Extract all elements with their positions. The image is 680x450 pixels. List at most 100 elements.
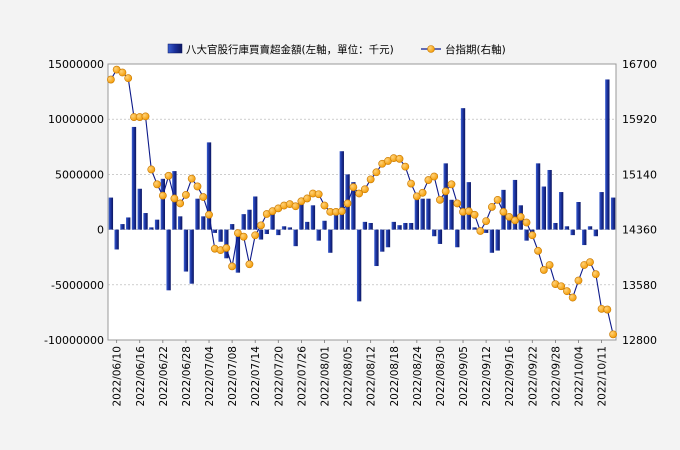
line-point [557,282,566,291]
line-point [222,244,231,252]
left-tick-label: -10000000 [44,334,104,347]
line-point [511,216,519,225]
bar [472,227,477,230]
bar [466,182,471,230]
bar [455,229,460,248]
bar [126,217,131,230]
bar [507,214,512,230]
bar [391,221,396,230]
line-point [199,193,208,201]
line-point [187,174,196,183]
x-tick-label: 2022/08/12 [366,346,378,407]
bar [287,227,293,230]
line-point [314,190,323,199]
bar [426,198,431,230]
bar [166,229,171,291]
line-point [407,179,415,188]
bar [483,229,489,233]
bar [114,229,119,250]
line-point [603,305,612,314]
line-point [343,199,352,208]
line-point [436,195,444,204]
x-tick-label: 2022/09/16 [504,346,516,407]
line-point [476,227,485,235]
bar [183,229,189,272]
line-point [303,194,312,203]
bar [414,195,420,230]
x-tick-label: 2022/08/30 [435,346,447,407]
line-point [193,182,202,191]
bar [316,229,321,241]
line-point [591,270,600,279]
x-tick-label: 2022/09/12 [481,346,493,407]
line-point [245,260,254,269]
bar [299,203,304,230]
line-point [233,229,242,238]
bar [368,222,373,230]
bar [281,226,287,230]
x-tick-label: 2022/06/10 [112,346,124,407]
x-tick-label: 2022/09/22 [527,346,539,407]
legend-bar-label: 八大官股行庫買賣超金額(左軸，單位：千元) [186,43,394,56]
x-tick-label: 2022/09/05 [458,346,470,407]
bar [131,126,137,230]
bar [189,229,194,284]
bar [293,229,298,247]
bar-series [108,79,616,302]
bar [339,151,344,230]
x-tick-label: 2022/08/01 [319,346,331,407]
right-tick-label: 15920 [622,113,657,126]
line-point [493,195,502,204]
bar [397,225,402,230]
x-tick-label: 2022/06/28 [181,346,193,407]
bar [212,229,217,233]
x-tick-label: 2022/08/24 [412,346,424,407]
x-tick-label: 2022/10/11 [597,346,609,407]
line-point [257,221,265,230]
left-tick-label: 0 [97,224,104,237]
bar [322,220,327,230]
x-tick-label: 2022/06/22 [158,346,170,407]
bar [224,229,229,259]
line-point [106,75,115,84]
line-point [141,112,150,121]
line-point [360,185,369,194]
line-point [534,246,542,255]
line-point [430,172,439,181]
bar [420,198,425,230]
x-tick-label: 2022/08/05 [343,346,355,407]
line-point [118,68,127,77]
bar [512,179,518,230]
line-point [124,74,133,83]
bar [374,229,379,267]
line-point [453,199,462,208]
bar [553,222,558,230]
bar [304,221,310,230]
bar [160,178,166,230]
bar [328,229,333,253]
bar [380,229,385,252]
bar [362,221,368,230]
bar [276,229,281,236]
bar [149,227,154,230]
line-point [470,210,479,219]
line-point [464,207,473,216]
right-tick-label: 13580 [622,279,657,292]
line-point [586,258,594,267]
bar [605,79,610,230]
line-point [372,168,381,177]
x-tick-label: 2022/10/04 [573,346,585,407]
right-tick-label: 16700 [622,58,657,71]
line-point [516,212,525,221]
legend-line-marker [427,45,435,53]
line-point [609,330,618,339]
x-tick-label: 2022/07/04 [204,346,216,407]
bar [385,229,391,248]
line-point [239,232,248,241]
bar [253,196,258,230]
bar [137,188,142,230]
bar [154,219,160,230]
line-point [182,191,190,199]
